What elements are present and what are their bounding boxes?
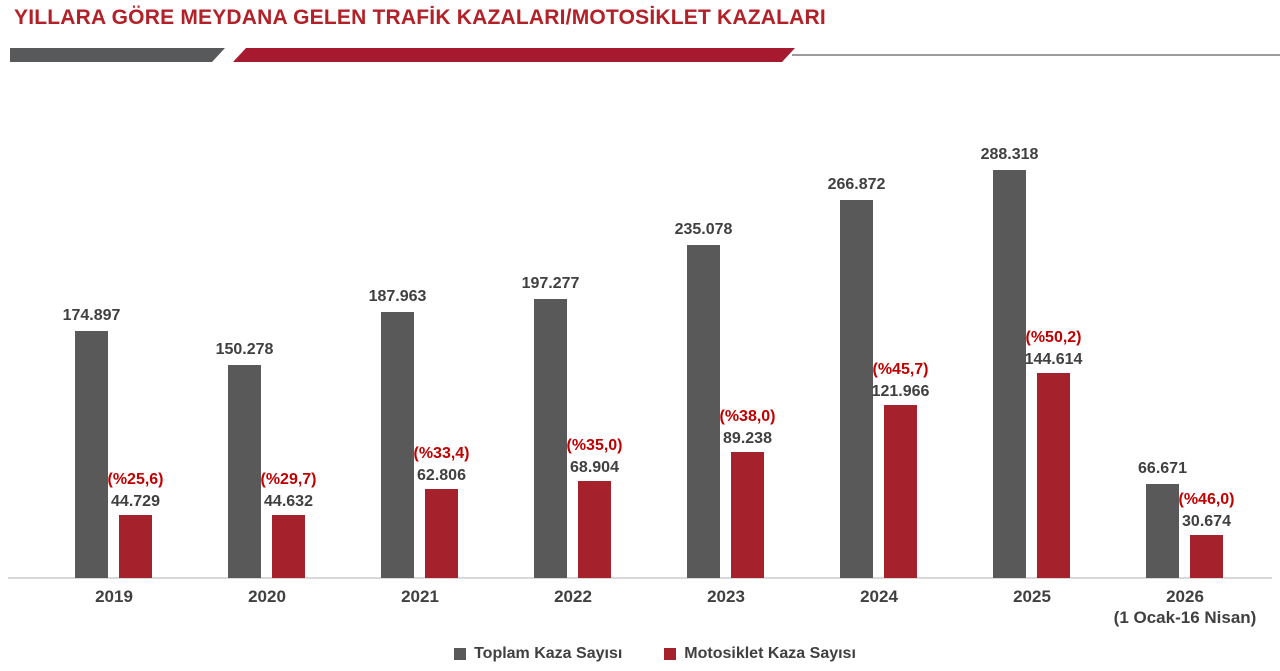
bar-group: 235.078 (%38,0) 89.238 2023 <box>675 0 776 606</box>
total-value-label: 66.671 <box>1138 459 1187 477</box>
moto-pct-label: (%50,2) <box>1025 329 1082 347</box>
moto-value-label: 68.904 <box>570 458 619 476</box>
moto-value-label: 62.806 <box>417 467 466 485</box>
moto-pct-label: (%33,4) <box>413 445 470 463</box>
bar-total <box>228 365 261 578</box>
bar-group: 288.318 (%50,2) 144.614 2025 <box>981 0 1083 606</box>
bar-group: 187.963 (%33,4) 62.806 2021 <box>369 0 470 606</box>
x-axis-label: 2026 (1 Ocak-16 Nisan) <box>1100 586 1270 628</box>
moto-pct-label: (%25,6) <box>107 470 164 488</box>
bar-moto <box>1190 534 1223 578</box>
bar-total <box>840 200 873 578</box>
legend-swatch-moto-icon <box>664 648 677 660</box>
bar-total <box>381 312 414 578</box>
x-axis-sublabel: (1 Ocak-16 Nisan) <box>1113 608 1257 627</box>
total-value-label: 288.318 <box>980 146 1039 163</box>
bar-moto <box>1037 373 1070 578</box>
moto-value-label: 30.674 <box>1182 512 1231 530</box>
divider-gray-segment <box>10 48 225 62</box>
bar-total <box>534 298 567 578</box>
total-value-label: 266.872 <box>827 176 886 194</box>
bar-total <box>1146 483 1179 578</box>
bar-group: 174.897 (%25,6) 44.729 2019 <box>63 0 164 606</box>
x-axis-label: 2025 <box>1013 587 1051 606</box>
title-divider <box>0 48 1280 62</box>
bar-total <box>687 245 720 578</box>
x-axis-label: 2019 <box>95 587 133 606</box>
bar-total <box>75 330 108 578</box>
moto-pct-label: (%38,0) <box>719 407 776 425</box>
total-value-label: 235.078 <box>674 221 733 239</box>
moto-pct-label: (%46,0) <box>1178 490 1235 508</box>
bar-moto <box>272 514 305 578</box>
x-axis-label: 2020 <box>248 587 286 606</box>
bar-moto <box>884 405 917 578</box>
moto-value-label: 89.238 <box>723 429 772 447</box>
legend-label-moto: Motosiklet Kaza Sayısı <box>684 645 856 662</box>
moto-value-label: 144.614 <box>1024 351 1083 369</box>
bar-group: 197.277 (%35,0) 68.904 2022 <box>522 0 623 606</box>
x-axis-label: 2021 <box>401 587 439 606</box>
bar-group: 150.278 (%29,7) 44.632 2020 <box>216 0 317 606</box>
moto-pct-label: (%45,7) <box>872 361 929 379</box>
legend-item-total: Toplam Kaza Sayısı <box>454 645 622 663</box>
bar-moto <box>731 451 764 578</box>
legend-swatch-total-icon <box>454 648 467 660</box>
bar-moto <box>578 480 611 578</box>
x-axis-label: 2022 <box>554 587 592 606</box>
total-value-label: 187.963 <box>368 288 427 306</box>
total-value-label: 174.897 <box>62 306 121 324</box>
divider-red-segment <box>233 48 795 62</box>
bar-moto <box>425 489 458 578</box>
legend-item-moto: Motosiklet Kaza Sayısı <box>664 645 856 663</box>
moto-pct-label: (%35,0) <box>566 436 623 454</box>
moto-value-label: 121.966 <box>871 383 930 401</box>
chart-title: YILLARA GÖRE MEYDANA GELEN TRAFİK KAZALA… <box>14 6 826 29</box>
x-axis-line <box>8 577 1272 579</box>
legend: Toplam Kaza Sayısı Motosiklet Kaza Sayıs… <box>0 645 1280 663</box>
moto-pct-label: (%29,7) <box>260 470 317 488</box>
divider-thin-line <box>792 54 1280 56</box>
total-value-label: 150.278 <box>215 341 274 359</box>
moto-value-label: 44.729 <box>111 492 160 510</box>
bar-total <box>993 170 1026 578</box>
bar-moto <box>119 514 152 578</box>
bar-group: 66.671 (%46,0) 30.674 2026 (1 Ocak-16 Nisan) <box>1114 0 1257 627</box>
legend-label-total: Toplam Kaza Sayısı <box>474 645 623 662</box>
moto-value-label: 44.632 <box>264 492 313 510</box>
bar-group: 266.872 (%45,7) 121.966 2024 <box>828 0 930 606</box>
x-axis-label: 2024 <box>860 587 898 606</box>
total-value-label: 197.277 <box>521 274 580 292</box>
x-axis-label: 2023 <box>707 587 745 606</box>
